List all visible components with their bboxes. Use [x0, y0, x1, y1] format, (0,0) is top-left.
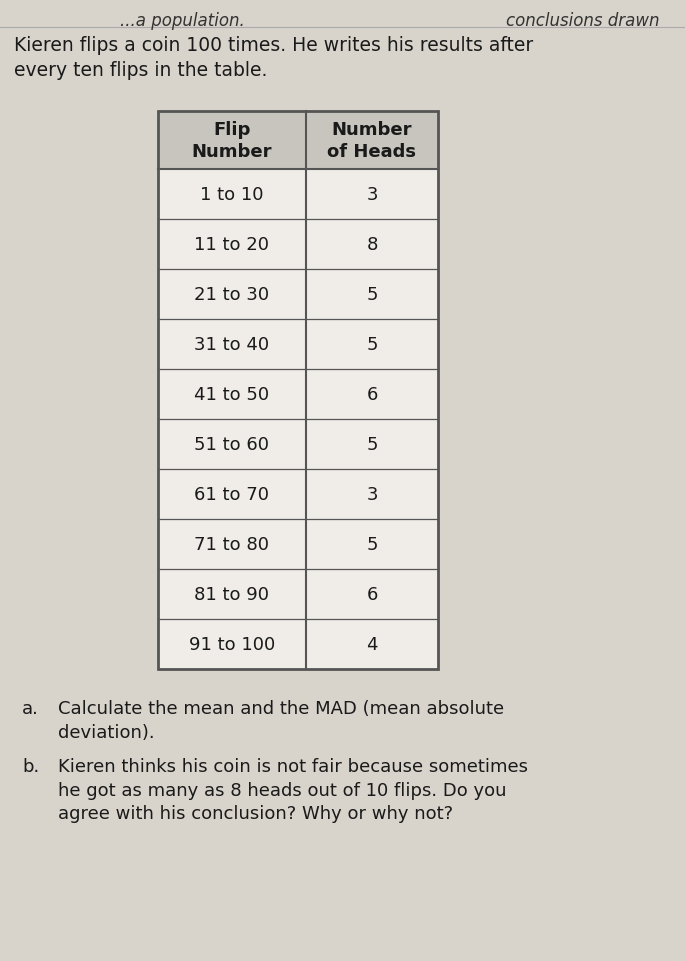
- Text: Kieren thinks his coin is not fair because sometimes
he got as many as 8 heads o: Kieren thinks his coin is not fair becau…: [58, 757, 528, 823]
- Text: 5: 5: [366, 285, 377, 304]
- Text: ...a population.: ...a population.: [120, 12, 245, 30]
- FancyBboxPatch shape: [158, 111, 438, 669]
- Text: 71 to 80: 71 to 80: [195, 535, 269, 554]
- Text: 6: 6: [366, 585, 377, 604]
- Text: 6: 6: [366, 385, 377, 404]
- Text: 1 to 10: 1 to 10: [200, 185, 264, 204]
- Text: Calculate the mean and the MAD (mean absolute
deviation).: Calculate the mean and the MAD (mean abs…: [58, 700, 504, 741]
- Text: b.: b.: [22, 757, 39, 776]
- Text: 3: 3: [366, 185, 377, 204]
- Text: 5: 5: [366, 535, 377, 554]
- Text: a.: a.: [22, 700, 39, 717]
- Text: 4: 4: [366, 635, 377, 653]
- Text: 5: 5: [366, 435, 377, 454]
- Text: 21 to 30: 21 to 30: [195, 285, 270, 304]
- Text: 91 to 100: 91 to 100: [189, 635, 275, 653]
- Text: 31 to 40: 31 to 40: [195, 335, 270, 354]
- Text: Flip
Number: Flip Number: [192, 121, 272, 160]
- Text: 5: 5: [366, 335, 377, 354]
- Text: 51 to 60: 51 to 60: [195, 435, 269, 454]
- Text: Kieren flips a coin 100 times. He writes his results after
every ten flips in th: Kieren flips a coin 100 times. He writes…: [14, 36, 533, 80]
- Text: 11 to 20: 11 to 20: [195, 235, 269, 254]
- Text: 8: 8: [366, 235, 377, 254]
- Text: 3: 3: [366, 485, 377, 504]
- Text: conclusions drawn: conclusions drawn: [506, 12, 660, 30]
- Text: 81 to 90: 81 to 90: [195, 585, 269, 604]
- Text: Number
of Heads: Number of Heads: [327, 121, 416, 160]
- FancyBboxPatch shape: [158, 111, 438, 170]
- Text: 41 to 50: 41 to 50: [195, 385, 270, 404]
- Text: 61 to 70: 61 to 70: [195, 485, 269, 504]
